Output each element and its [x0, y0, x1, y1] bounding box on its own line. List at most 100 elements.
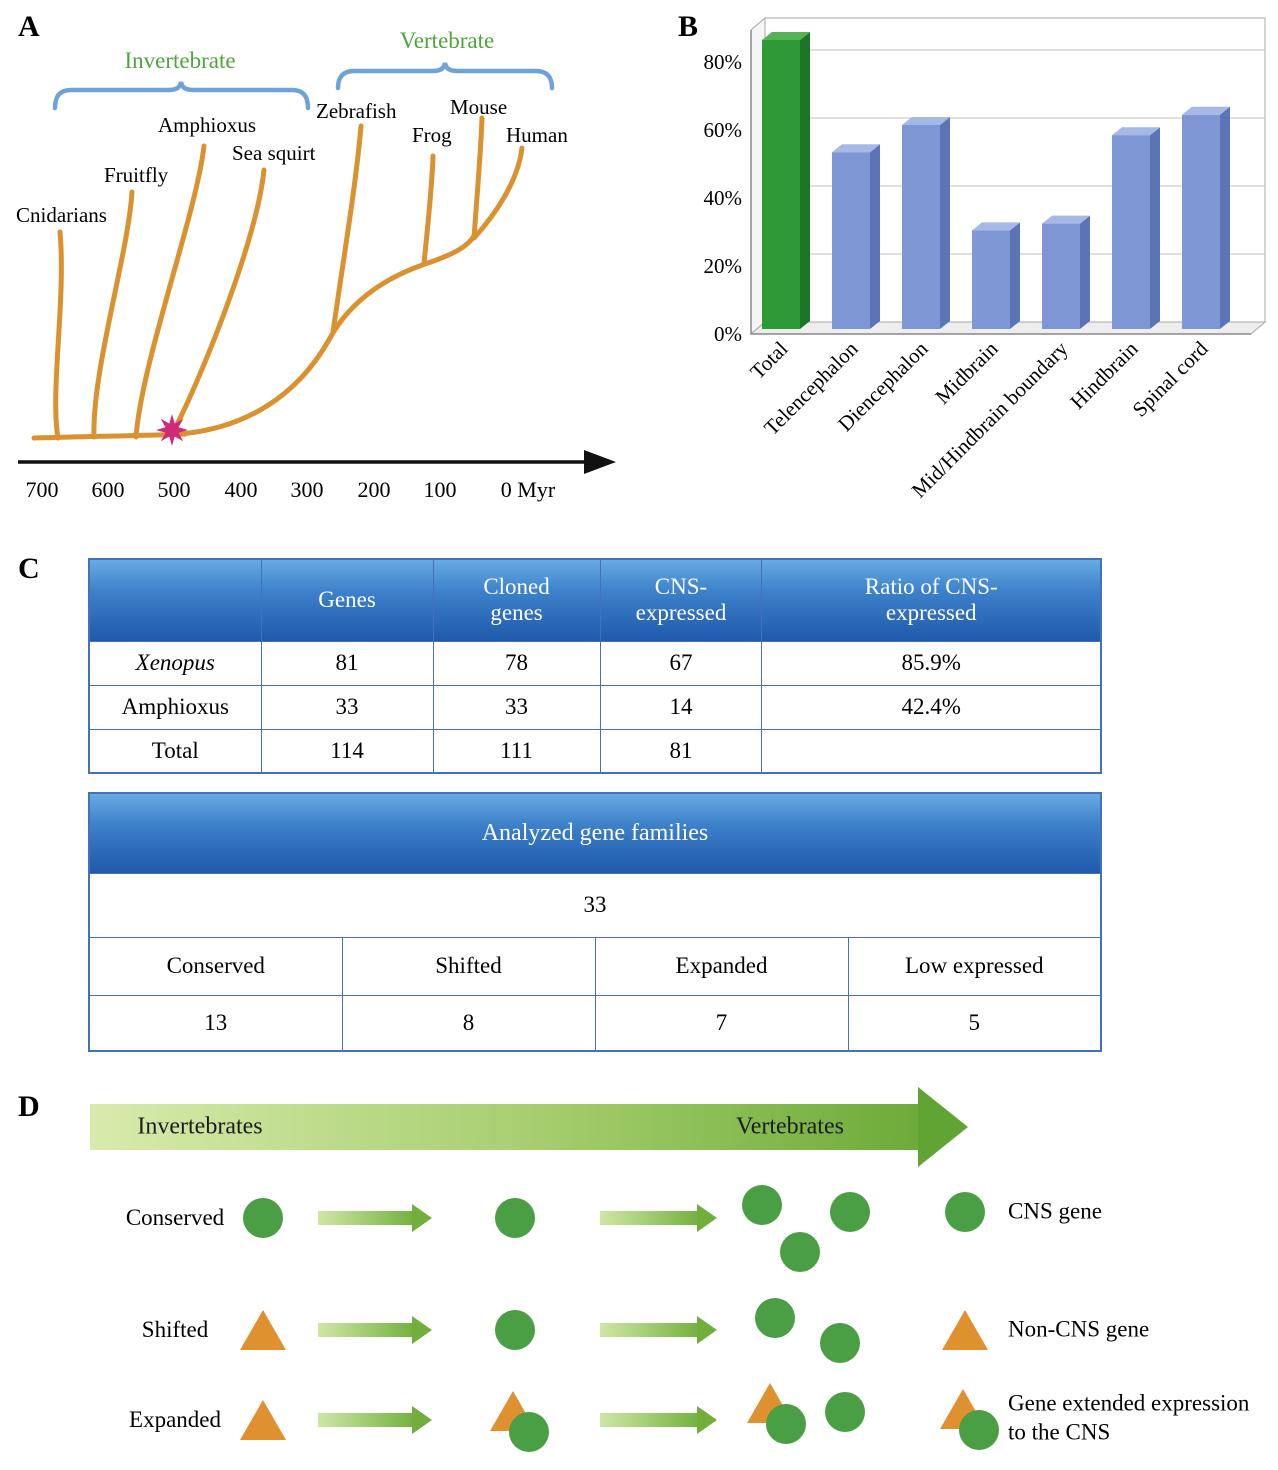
cell — [761, 728, 1102, 774]
bar — [1182, 114, 1220, 329]
table-row: Total 114 111 81 — [88, 728, 1102, 774]
cell: 114 — [260, 728, 434, 774]
evolution-arrow-head-icon — [918, 1087, 968, 1167]
phylogenetic-tree: Invertebrate Vertebrate 700 600 500 400 … — [16, 28, 616, 502]
legend-label: CNS gene — [1008, 1198, 1102, 1224]
arrow-head-icon — [412, 1406, 432, 1434]
axis-arrowhead-icon — [584, 450, 616, 474]
arrow-icon — [318, 1413, 414, 1427]
header-row: Analyzed gene families — [88, 792, 1102, 874]
cns-gene-icon — [820, 1323, 860, 1363]
arrow-icon — [600, 1413, 699, 1427]
cns-gene-icon — [945, 1192, 985, 1232]
bar — [972, 230, 1010, 329]
bar — [1042, 223, 1080, 329]
invertebrate-brace-icon — [52, 81, 311, 111]
cell: 111 — [432, 728, 601, 774]
fruitfly-branch — [91, 189, 135, 440]
cell: 78 — [432, 640, 601, 686]
bar-top — [762, 32, 810, 40]
cns-gene-icon — [495, 1198, 535, 1238]
bar — [902, 125, 940, 329]
arrow-icon — [318, 1323, 414, 1337]
axis-tick: 0 Myr — [501, 477, 556, 502]
table-row: Conserved Shifted Expanded Low expressed — [88, 936, 1102, 996]
bar-side — [1220, 106, 1230, 329]
bar-side — [870, 144, 880, 329]
species-label-zebrafish: Zebrafish — [316, 99, 397, 123]
cell: 33 — [432, 684, 601, 730]
bar-side — [1080, 215, 1090, 329]
panel-c-tables: Genes Cloned genes CNS- expressed Ratio … — [88, 558, 1102, 1052]
species-label-mouse: Mouse — [450, 95, 507, 119]
cell: 81 — [599, 728, 763, 774]
cell: 67 — [599, 640, 763, 686]
cns-gene-icon — [766, 1404, 806, 1444]
row-label-conserved: Conserved — [125, 1205, 225, 1230]
tree-branches — [31, 115, 525, 441]
bar-side — [1010, 222, 1020, 329]
species-label-sea-squirt: Sea squirt — [232, 141, 316, 165]
y-axis-label: 20% — [704, 254, 743, 278]
row-label-shifted: Shifted — [141, 1317, 209, 1342]
axis-tick: 100 — [424, 477, 457, 502]
evolution-schematic: Invertebrates Vertebrates Conserved Shifted… — [0, 1080, 1278, 1470]
category-label: Total — [745, 336, 792, 383]
vertebrates-label: Vertebrates — [736, 1113, 844, 1140]
cell: 33 — [260, 684, 434, 730]
panel-c-label: C — [18, 552, 40, 585]
cnidarians-branch — [53, 229, 64, 441]
arrow-icon — [600, 1323, 699, 1337]
bar-top — [832, 144, 880, 153]
cell: 14 — [599, 684, 763, 730]
non-cns-gene-icon — [240, 1310, 286, 1350]
legend-label: Gene extended expression to the CNS — [1008, 1390, 1250, 1444]
value-cell: 5 — [847, 994, 1102, 1052]
category-label: Midbrain — [930, 336, 1003, 409]
gene-summary-table: Genes Cloned genes CNS- expressed Ratio … — [88, 558, 1102, 774]
y-axis-label: 0% — [714, 322, 742, 346]
header-cell-cns: CNS- expressed — [599, 558, 763, 642]
axis-tick: 500 — [158, 477, 191, 502]
header-cell-genes: Genes — [260, 558, 434, 642]
non-cns-gene-icon — [240, 1400, 286, 1440]
species-label-frog: Frog — [412, 123, 452, 147]
arrow-head-icon — [412, 1204, 432, 1232]
panel-b-label: B — [678, 10, 699, 43]
header-row: Genes Cloned genes CNS- expressed Ratio … — [88, 558, 1102, 642]
category-cell: Conserved — [88, 936, 343, 996]
cns-gene-icon — [495, 1310, 535, 1350]
bar-top — [972, 222, 1020, 231]
vertebrate-clade-label: Vertebrate — [400, 28, 495, 53]
row-label-expanded: Expanded — [129, 1407, 221, 1432]
axis-tick: 300 — [291, 477, 324, 502]
arrow-head-icon — [697, 1204, 717, 1232]
mouse-branch — [471, 115, 485, 241]
non-cns-gene-icon — [942, 1310, 988, 1350]
cell: 85.9% — [761, 640, 1102, 686]
table-row: 33 — [88, 872, 1102, 938]
species-label-cnidarians: Cnidarians — [16, 203, 107, 227]
cns-gene-icon — [509, 1412, 549, 1452]
axis-tick-labels: 700 600 500 400 300 200 100 0 Myr — [26, 477, 556, 502]
row-name: Amphioxus — [88, 684, 262, 730]
value-cell: 13 — [88, 994, 343, 1052]
sea-squirt-branch — [169, 167, 267, 437]
axis-tick: 200 — [358, 477, 391, 502]
bar-top — [902, 117, 950, 125]
bar — [762, 40, 800, 329]
cns-gene-icon — [742, 1185, 782, 1225]
table-title: Analyzed gene families — [88, 792, 1102, 874]
species-label-human: Human — [506, 123, 568, 147]
zebrafish-branch — [330, 123, 364, 335]
header-cell-ratio: Ratio of CNS- expressed — [761, 558, 1102, 642]
category-label: Spinal cord — [1128, 336, 1213, 421]
species-label-amphioxus: Amphioxus — [158, 113, 256, 137]
clade-braces — [52, 62, 555, 111]
vertebrate-brace-icon — [335, 62, 555, 91]
axis-tick: 600 — [92, 477, 125, 502]
cns-gene-icon — [780, 1232, 820, 1272]
panel-a-label: A — [18, 10, 40, 43]
bar-top — [1182, 106, 1230, 115]
bar-side — [1150, 127, 1160, 329]
